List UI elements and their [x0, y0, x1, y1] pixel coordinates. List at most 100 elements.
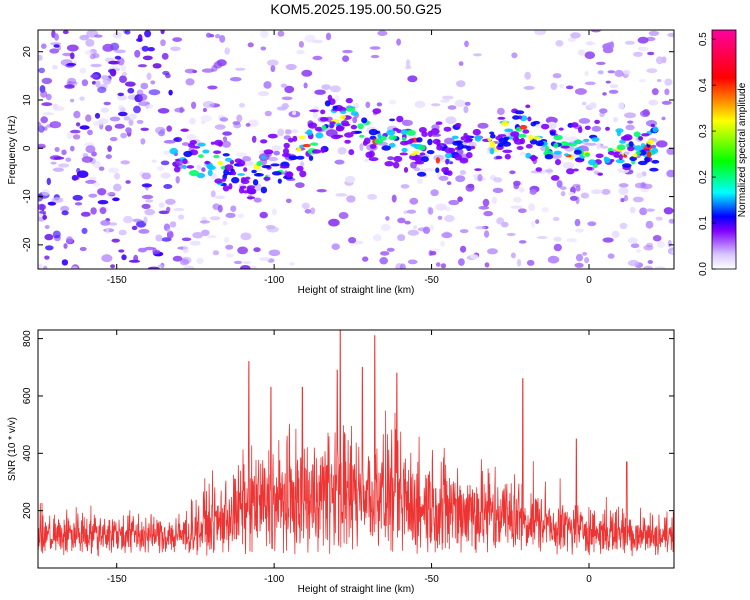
- heatmap-cell: [623, 154, 628, 158]
- heatmap-cell: [518, 240, 527, 244]
- heatmap-cell: [406, 209, 417, 214]
- snr-y-tick-label: 400: [22, 445, 33, 462]
- heatmap-cell: [88, 176, 97, 181]
- heatmap-cell: [410, 143, 418, 147]
- heatmap-cell: [359, 143, 364, 152]
- heatmap-cell: [38, 263, 43, 269]
- heatmap-cell: [510, 252, 516, 259]
- heatmap-cell: [183, 265, 195, 269]
- heatmap-cell: [108, 60, 120, 65]
- heatmap-cell: [141, 183, 153, 188]
- heatmap-cell: [225, 244, 234, 250]
- heatmap-cell: [296, 165, 304, 172]
- snr-y-ticks: 200 400 600 800: [22, 330, 674, 519]
- heatmap-cell: [399, 263, 406, 269]
- heatmap-cell: [644, 156, 651, 163]
- heatmap-cell: [574, 88, 587, 95]
- heatmap-cell: [620, 135, 631, 141]
- heatmap-cell: [611, 230, 620, 238]
- heatmap-cell: [663, 207, 674, 215]
- heatmap-cell: [463, 106, 469, 114]
- heatmap-cell: [234, 260, 242, 265]
- heatmap-cell: [629, 156, 637, 162]
- heatmap-cell: [440, 263, 447, 269]
- heatmap-cell: [306, 129, 313, 136]
- heatmap-cell: [570, 122, 579, 128]
- heatmap-cell: [145, 199, 154, 203]
- heatmap-cell: [416, 171, 427, 177]
- heatmap-cell: [213, 154, 220, 159]
- spectrogram-y-ticks: -20 -10 0 10 20: [22, 46, 674, 252]
- heatmap-cell: [529, 189, 537, 195]
- heatmap-cell: [624, 40, 635, 45]
- heatmap-cell: [591, 125, 602, 132]
- heatmap-cell: [180, 128, 189, 132]
- heatmap-cell: [641, 143, 646, 148]
- heatmap-cell: [608, 89, 619, 94]
- heatmap-cell: [418, 144, 426, 151]
- heatmap-cell: [212, 250, 219, 256]
- heatmap-cell: [109, 65, 121, 70]
- heatmap-cell: [641, 183, 653, 189]
- heatmap-cell: [652, 126, 659, 133]
- heatmap-cell: [502, 149, 513, 153]
- heatmap-cell: [627, 120, 634, 124]
- heatmap-cell: [123, 215, 133, 224]
- heatmap-cell: [133, 254, 139, 262]
- heatmap-cell: [66, 44, 79, 52]
- heatmap-cell: [214, 178, 223, 184]
- heatmap-cell: [246, 196, 256, 200]
- heatmap-cell: [632, 196, 644, 203]
- heatmap-cell: [407, 259, 418, 265]
- heatmap-cell: [447, 105, 457, 110]
- heatmap-cell: [334, 159, 345, 165]
- colorbar-tick-label: 0.3: [698, 124, 709, 138]
- heatmap-cell: [661, 100, 672, 105]
- heatmap-cell: [646, 68, 658, 74]
- heatmap-cell: [667, 239, 672, 248]
- heatmap-cell: [219, 35, 226, 43]
- snr-y-tick-label: 200: [22, 502, 33, 519]
- heatmap-cell: [652, 235, 662, 242]
- heatmap-cell: [202, 149, 210, 154]
- heatmap-cell: [376, 102, 383, 107]
- heatmap-cell: [236, 114, 243, 122]
- heatmap-cell: [568, 191, 575, 196]
- heatmap-cell: [384, 161, 394, 167]
- heatmap-cell: [157, 264, 165, 268]
- heatmap-cell: [578, 126, 583, 133]
- heatmap-cell: [222, 131, 232, 136]
- spectrogram-y-tick-label: 20: [22, 46, 33, 58]
- heatmap-cell: [597, 70, 604, 75]
- heatmap-cell: [632, 153, 638, 158]
- snr-frame: [37, 329, 675, 569]
- heatmap-cell: [334, 134, 344, 138]
- heatmap-cell: [314, 126, 323, 132]
- heatmap-cell: [435, 203, 447, 211]
- heatmap-cell: [530, 121, 537, 127]
- heatmap-cell: [637, 46, 649, 51]
- heatmap-cell: [108, 222, 118, 226]
- heatmap-cell: [280, 83, 288, 88]
- heatmap-cell: [430, 189, 439, 197]
- heatmap-cell: [268, 156, 278, 162]
- heatmap-cell: [182, 245, 188, 253]
- heatmap-cell: [400, 184, 410, 189]
- heatmap-cell: [61, 149, 67, 156]
- heatmap-cell: [584, 81, 596, 86]
- heatmap-cell: [189, 170, 199, 177]
- heatmap-cell: [79, 125, 90, 130]
- heatmap-cell: [457, 196, 463, 202]
- heatmap-cell: [629, 206, 636, 214]
- heatmap-cell: [141, 203, 151, 209]
- heatmap-cell: [105, 154, 112, 160]
- heatmap-cell: [559, 84, 564, 89]
- heatmap-cell: [405, 65, 412, 70]
- heatmap-cell: [359, 134, 365, 138]
- heatmap-cell: [584, 257, 590, 264]
- heatmap-cell: [562, 161, 575, 170]
- heatmap-cell: [582, 252, 588, 256]
- heatmap-cell: [387, 156, 394, 161]
- heatmap-cell: [437, 215, 443, 220]
- heatmap-cell: [632, 51, 643, 57]
